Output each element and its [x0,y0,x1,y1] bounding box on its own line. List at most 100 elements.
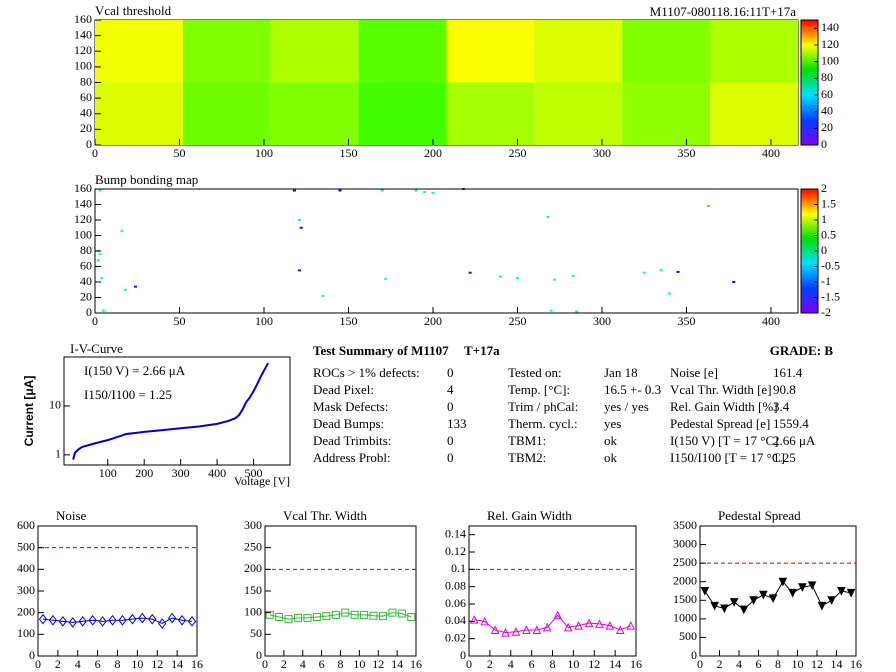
heat-cell [358,20,447,83]
marker [98,616,107,627]
marker [397,609,406,618]
annotation: I150/I100 = 1.25 [84,387,172,402]
x-tick-label: 0 [466,657,472,671]
marker [128,613,137,625]
marker [605,621,615,630]
marker [626,621,636,630]
defect-pixel [414,189,418,192]
y-tick-label: 200 [244,561,262,575]
marker [312,613,321,621]
x-tick-label: 10 [567,657,579,671]
summary-label: Address Probl: [313,450,391,465]
defect-pixel [98,189,102,192]
x-tick-label: 8 [550,657,556,671]
summary-label: Temp. [°C]: [508,382,570,397]
x-tick-label: 16 [630,657,642,671]
summary-label: Dead Bumps: [313,416,384,431]
z-tick-label: -0.5 [821,258,840,272]
summary-label: I150/I100 [T = 17 °C] [670,450,785,465]
marker [168,612,177,624]
x-tick-label: 6 [319,657,325,671]
summary-label: ROCs > 1% defects: [313,365,420,380]
chart-title: Pedestal Spread [718,508,801,523]
summary-value: 0 [447,365,454,380]
marker [768,594,778,604]
y-tick-label: 0.06 [445,596,466,610]
defect-pixel [553,278,557,281]
summary-label: Pedestal Spread [e] [670,416,770,431]
y-tick-label: 1500 [673,592,697,606]
module-label: M1107-080118.16:11T+17a [650,4,797,19]
x-tick-label: 14 [609,657,621,671]
y-tick-label: 50 [250,626,262,640]
x-tick-label: 200 [135,466,153,480]
defect-pixel [100,277,104,280]
defect-pixel [123,288,127,291]
x-tick-label: 250 [508,314,526,328]
y-tick-label: 500 [17,539,35,553]
defect-pixel [423,191,427,194]
x-tick-label: 400 [762,146,780,160]
marker [729,598,739,607]
summary-value: 133 [447,416,467,431]
z-tick-label: 2 [821,181,827,195]
grade: GRADE: B [770,343,834,358]
x-tick-label: 6 [756,657,762,671]
marker [846,588,856,598]
y-tick-label: 0 [256,648,262,662]
plot-frame [37,525,198,657]
marker [177,614,187,626]
marker [749,596,758,605]
chart-title: Vcal threshold [95,3,172,18]
defect-pixel [101,309,105,312]
defect-pixel [676,270,680,273]
y-tick-label: 1000 [673,611,697,625]
y-tick-label: 3500 [673,518,697,532]
data-line [704,580,852,611]
summary-label: I(150 V) [T = 17 °C] [670,433,778,448]
summary-value: 4 [447,382,454,397]
heat-cell [182,20,271,83]
summary-title: Test Summary of M1107 [313,343,449,358]
y-tick-label: 0.12 [445,544,466,558]
summary-label: TBM1: [508,433,546,448]
x-tick-label: 16 [191,657,203,671]
defect-pixel [546,215,550,218]
x-tick-label: 350 [677,314,695,328]
summary-label: Rel. Gain Width [%] [670,399,778,414]
summary-label: Mask Defects: [313,399,388,414]
y-tick-label: 140 [74,196,92,210]
x-tick-label: 16 [850,657,862,671]
defect-pixel [468,271,472,274]
marker [532,625,542,634]
x-tick-label: 2 [55,657,61,671]
x-tick-label: 2 [281,657,287,671]
x-tick-label: 0 [92,146,98,160]
z-tick-label: 40 [821,103,833,117]
defect-pixel [732,281,736,283]
x-tick-label: 4 [75,657,81,671]
z-tick-label: -2 [821,305,831,319]
summary-value: 1.25 [773,450,796,465]
heat-cell [446,20,535,83]
defect-pixel [642,271,646,274]
marker [739,605,749,615]
y-tick-label: 400 [17,561,35,575]
marker [138,612,147,624]
summary-label: Trim / phCal: [508,399,578,414]
defect-pixel [98,253,102,256]
z-tick-label: 0 [821,137,827,151]
y-tick-label: 100 [74,227,92,241]
y-tick-label: 300 [17,583,35,597]
z-tick-label: 1.5 [821,196,836,210]
x-tick-label: 4 [736,657,742,671]
data-line [474,614,631,634]
z-tick-label: 60 [821,87,833,101]
heat-cell [446,82,535,145]
y-tick-label: 300 [244,518,262,532]
x-tick-label: 4 [300,657,306,671]
marker [360,610,369,619]
marker [294,613,303,622]
summary-value: 161.4 [773,365,803,380]
x-tick-label: 150 [339,314,357,328]
